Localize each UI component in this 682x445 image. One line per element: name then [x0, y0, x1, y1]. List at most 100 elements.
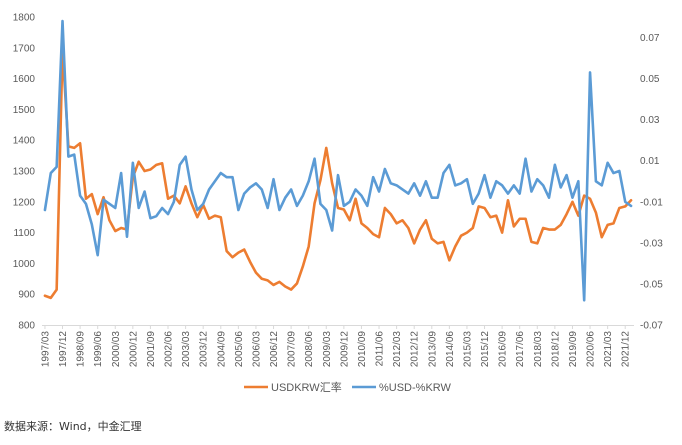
usdkrw-point — [179, 202, 181, 204]
usdkrw-point — [185, 186, 187, 188]
usdkrw-point — [361, 222, 363, 224]
usdkrw-point — [501, 232, 503, 234]
usdkrw-point — [267, 279, 269, 281]
usd-krw-diff-point — [132, 162, 134, 164]
usdkrw-point — [548, 229, 550, 231]
usdkrw-point — [583, 195, 585, 197]
x-tick-label: 2012/12 — [410, 331, 421, 368]
usdkrw-point — [489, 216, 491, 218]
usd-krw-diff-point — [618, 170, 620, 172]
usd-krw-diff-point — [448, 164, 450, 166]
usd-krw-diff-point — [208, 189, 210, 191]
left-y-axis: 800 900 1000 1100 1200 1300 1400 1500 1600 1700 18… — [13, 13, 36, 332]
left-y-tick-label: 1200 — [13, 197, 36, 208]
usdkrw-point — [343, 209, 345, 211]
usd-krw-diff-point — [519, 193, 521, 195]
x-tick-label: 2018/12 — [550, 331, 561, 368]
usd-krw-diff-point — [337, 174, 339, 176]
usdkrw-point — [431, 238, 433, 240]
usd-krw-diff-point — [548, 197, 550, 199]
usdkrw-point — [402, 219, 404, 221]
usdkrw-point — [56, 289, 58, 291]
source-note: 数据来源：Wind，中金汇理 — [4, 420, 142, 433]
usd-krw-diff-point — [361, 195, 363, 197]
usdkrw-point — [448, 259, 450, 261]
usd-krw-diff-point — [314, 158, 316, 160]
usd-krw-diff-point — [73, 154, 75, 156]
usdkrw-point — [243, 249, 245, 251]
usd-krw-diff-point — [103, 199, 105, 201]
usdkrw-point — [390, 213, 392, 215]
usd-krw-diff-point — [495, 180, 497, 182]
usd-krw-diff-point — [472, 203, 474, 205]
usdkrw-point — [320, 179, 322, 181]
x-tick-label: 2013/09 — [427, 331, 438, 368]
x-tick-label: 2011/06 — [375, 331, 386, 367]
usdkrw-point — [150, 169, 152, 171]
usdkrw-point — [314, 202, 316, 204]
usd-krw-diff-point — [85, 203, 87, 205]
usdkrw-point — [50, 297, 52, 299]
usdkrw-point — [155, 164, 157, 166]
usd-krw-diff-point — [220, 172, 222, 174]
usd-krw-diff-point — [126, 236, 128, 238]
usd-krw-diff-legend-label: %USD-%KRW — [379, 382, 452, 394]
left-y-tick-label: 1600 — [13, 74, 36, 85]
usdkrw-point — [466, 232, 468, 234]
usdkrw-point — [138, 161, 140, 163]
usdkrw-point — [296, 283, 298, 285]
usd-krw-diff-point — [566, 174, 568, 176]
usd-krw-diff-point — [196, 209, 198, 211]
right-y-tick-label: -0.01 — [640, 197, 663, 208]
usd-krw-diff-point — [542, 184, 544, 186]
usdkrw-point — [366, 227, 368, 229]
x-tick-label: 2002/06 — [164, 331, 175, 368]
x-tick-label: 1997/03 — [40, 331, 51, 368]
x-tick-label: 2020/06 — [586, 331, 597, 368]
x-tick-label: 2001/09 — [146, 331, 157, 368]
usdkrw-point — [384, 207, 386, 209]
usdkrw-point — [495, 215, 497, 217]
usd-krw-diff-point — [583, 299, 585, 301]
usdkrw-point — [595, 212, 597, 214]
usdkrw-point — [542, 227, 544, 229]
usd-krw-diff-point — [114, 207, 116, 209]
usd-krw-diff-point — [525, 158, 527, 160]
x-tick-label: 2009/12 — [339, 331, 350, 368]
usd-krw-diff-point — [138, 207, 140, 209]
x-tick-label: 2010/09 — [357, 331, 368, 368]
usd-krw-diff-point — [560, 187, 562, 189]
usdkrw-point — [308, 246, 310, 248]
usdkrw-point — [85, 198, 87, 200]
usd-krw-diff-point — [249, 187, 251, 189]
usd-krw-diff-point — [331, 230, 333, 232]
usd-krw-diff-point — [390, 182, 392, 184]
usd-krw-diff-point — [50, 172, 52, 174]
usd-krw-diff-point — [378, 191, 380, 193]
usd-krw-diff-point — [443, 172, 445, 174]
left-y-tick-label: 1800 — [13, 13, 36, 24]
usdkrw-point — [566, 213, 568, 215]
usd-krw-diff-point — [308, 180, 310, 182]
usdkrw-point — [120, 227, 122, 229]
right-y-tick-label: -0.05 — [640, 279, 663, 290]
usd-krw-diff-point — [577, 180, 579, 182]
usd-krw-diff-point — [501, 184, 503, 186]
usd-krw-diff-point — [531, 191, 533, 193]
x-tick-label: 2019/09 — [568, 331, 579, 368]
x-tick-label: 2021/12 — [621, 331, 632, 368]
right-y-tick-label: 0.03 — [640, 115, 660, 126]
usd-krw-diff-point — [97, 254, 99, 256]
usd-krw-diff-point — [44, 209, 46, 211]
right-y-tick-label: 0.05 — [640, 74, 660, 85]
usd-krw-diff-point — [431, 197, 433, 199]
usd-krw-diff-point — [109, 203, 111, 205]
usdkrw-point — [167, 198, 169, 200]
usdkrw-point — [484, 207, 486, 209]
x-axis: 1997/03 1997/12 1998/09 1999/06 2000/03 2000/… — [40, 325, 632, 368]
usdkrw-point — [407, 227, 409, 229]
usdkrw-point — [290, 289, 292, 291]
usdkrw-point — [525, 218, 527, 220]
left-y-tick-label: 1000 — [13, 259, 36, 270]
